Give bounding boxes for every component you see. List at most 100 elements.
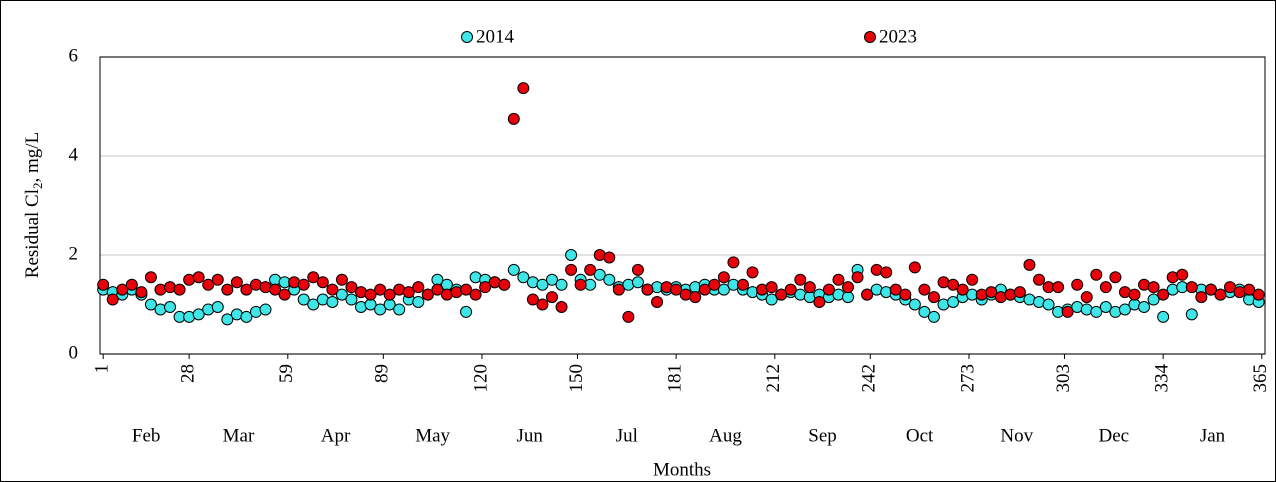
data-point bbox=[1185, 308, 1198, 321]
data-point bbox=[803, 281, 816, 294]
data-point bbox=[536, 298, 549, 311]
month-label: Mar bbox=[223, 425, 255, 446]
data-point bbox=[603, 273, 616, 286]
data-point bbox=[278, 288, 291, 301]
month-label: Jun bbox=[517, 425, 544, 446]
data-point bbox=[1185, 281, 1198, 294]
data-point bbox=[125, 278, 138, 291]
data-point bbox=[765, 293, 778, 306]
data-point bbox=[746, 266, 759, 279]
data-point bbox=[947, 278, 960, 291]
data-point bbox=[889, 283, 902, 296]
data-point bbox=[173, 283, 186, 296]
month-label: Oct bbox=[906, 425, 934, 446]
y-tick-label: 4 bbox=[69, 144, 79, 165]
data-point bbox=[641, 283, 654, 296]
data-point bbox=[421, 288, 434, 301]
data-point bbox=[813, 296, 826, 309]
month-label: Feb bbox=[132, 425, 161, 446]
data-point bbox=[1223, 281, 1236, 294]
data-point bbox=[307, 271, 320, 284]
month-label: Jul bbox=[616, 425, 638, 446]
legend-label: 2014 bbox=[476, 26, 515, 47]
data-point bbox=[316, 276, 329, 289]
data-point bbox=[1243, 283, 1256, 296]
y-tick-label: 2 bbox=[69, 243, 79, 264]
data-point bbox=[135, 286, 148, 299]
month-label: Dec bbox=[1099, 425, 1130, 446]
data-point bbox=[164, 300, 177, 313]
data-point bbox=[708, 278, 721, 291]
month-label: Nov bbox=[1000, 425, 1033, 446]
x-tick-label: 1 bbox=[92, 364, 113, 374]
data-point bbox=[1090, 305, 1103, 318]
data-point bbox=[822, 283, 835, 296]
x-tick-label: 150 bbox=[566, 364, 587, 393]
month-label: Aug bbox=[709, 425, 742, 446]
data-point bbox=[670, 283, 683, 296]
data-point bbox=[717, 271, 730, 284]
x-tick-label: 89 bbox=[372, 364, 393, 383]
data-point bbox=[698, 283, 711, 296]
data-point bbox=[240, 310, 253, 323]
data-point bbox=[383, 288, 396, 301]
y-tick-label: 0 bbox=[69, 342, 79, 363]
data-point bbox=[116, 283, 129, 296]
data-point bbox=[1071, 278, 1084, 291]
data-point bbox=[784, 283, 797, 296]
data-point bbox=[144, 298, 157, 311]
x-tick-label: 242 bbox=[859, 364, 880, 393]
data-point bbox=[908, 298, 921, 311]
data-point bbox=[1118, 303, 1131, 316]
data-point bbox=[144, 271, 157, 284]
y-axis-title-sub: 2 bbox=[30, 182, 45, 189]
data-point bbox=[211, 300, 224, 313]
data-point bbox=[460, 283, 473, 296]
data-point bbox=[345, 281, 358, 294]
data-point bbox=[211, 273, 224, 286]
data-point bbox=[374, 283, 387, 296]
data-point bbox=[927, 310, 940, 323]
data-point bbox=[1033, 273, 1046, 286]
data-point bbox=[479, 281, 492, 294]
data-point bbox=[412, 296, 425, 309]
data-point bbox=[335, 288, 348, 301]
data-point bbox=[794, 273, 807, 286]
x-tick-label: 273 bbox=[957, 364, 978, 393]
data-point bbox=[584, 263, 597, 276]
data-point bbox=[736, 278, 749, 291]
data-point bbox=[603, 251, 616, 264]
data-point bbox=[842, 291, 855, 304]
data-point bbox=[460, 305, 473, 318]
data-point bbox=[574, 278, 587, 291]
data-point bbox=[1042, 298, 1055, 311]
data-point bbox=[545, 291, 558, 304]
legend-marker bbox=[864, 31, 876, 43]
data-point bbox=[1061, 305, 1074, 318]
data-point bbox=[1138, 300, 1151, 313]
data-point bbox=[861, 288, 874, 301]
data-point bbox=[1147, 281, 1160, 294]
data-point bbox=[727, 256, 740, 269]
x-tick-label: 28 bbox=[177, 364, 198, 383]
data-point bbox=[1147, 293, 1160, 306]
data-point bbox=[1128, 288, 1141, 301]
data-point bbox=[259, 303, 272, 316]
data-point bbox=[918, 283, 931, 296]
x-tick-label: 365 bbox=[1250, 364, 1271, 393]
x-tick-label: 59 bbox=[276, 364, 297, 383]
data-point bbox=[192, 271, 205, 284]
data-point bbox=[431, 283, 444, 296]
data-point bbox=[1099, 281, 1112, 294]
data-point bbox=[374, 303, 387, 316]
data-point bbox=[1013, 286, 1026, 299]
data-point bbox=[1204, 283, 1217, 296]
x-tick-label: 212 bbox=[763, 364, 784, 393]
month-label: Sep bbox=[808, 425, 837, 446]
data-point bbox=[297, 278, 310, 291]
data-point bbox=[335, 273, 348, 286]
data-point bbox=[202, 278, 215, 291]
data-point bbox=[593, 268, 606, 281]
data-point bbox=[565, 263, 578, 276]
